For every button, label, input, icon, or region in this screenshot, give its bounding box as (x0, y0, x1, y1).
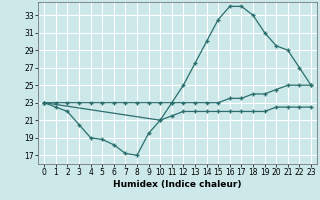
X-axis label: Humidex (Indice chaleur): Humidex (Indice chaleur) (113, 180, 242, 189)
